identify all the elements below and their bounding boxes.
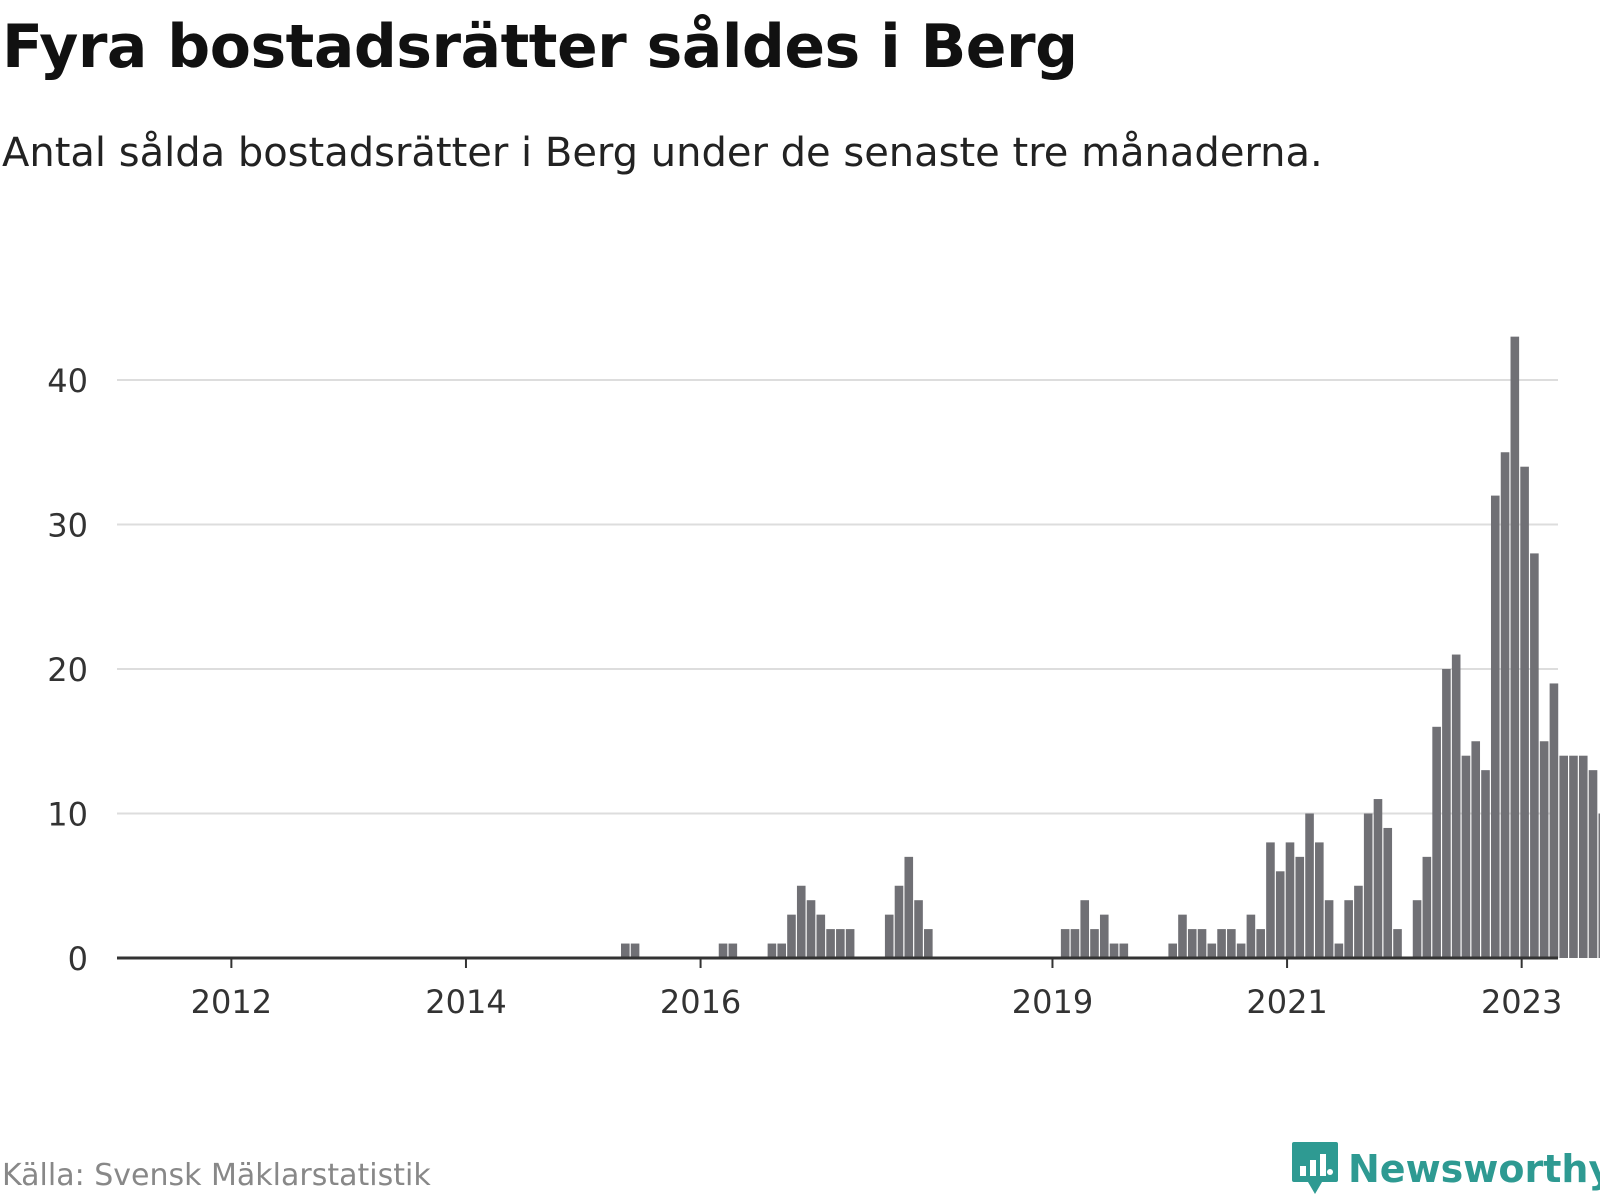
bar <box>1227 929 1236 958</box>
bars <box>621 336 1600 958</box>
bar <box>836 929 845 958</box>
bar <box>845 929 855 958</box>
bar <box>1197 929 1207 958</box>
bar <box>1383 827 1393 958</box>
bar <box>1598 813 1600 958</box>
bar <box>767 943 777 958</box>
y-tick-label: 30 <box>47 507 88 545</box>
bar <box>718 943 728 958</box>
bar <box>1168 943 1177 958</box>
bar <box>621 943 630 958</box>
bar <box>904 856 914 958</box>
bar <box>924 929 933 958</box>
bar <box>806 900 816 958</box>
bar <box>1569 755 1578 958</box>
grid-lines <box>117 379 1558 815</box>
x-tick-label: 2016 <box>660 983 741 1021</box>
y-tick-label: 10 <box>47 796 88 834</box>
bar <box>1266 842 1275 958</box>
bar <box>1442 669 1451 958</box>
bar <box>1060 929 1070 958</box>
bar <box>1363 813 1373 958</box>
bar <box>1549 683 1559 958</box>
bar <box>1344 900 1353 958</box>
bar <box>1256 929 1265 958</box>
bar <box>1422 856 1432 958</box>
bar <box>1285 842 1295 958</box>
bar <box>914 900 923 958</box>
bar <box>1246 914 1256 958</box>
source-note: Källa: Svensk Mäklarstatistik <box>2 1158 431 1193</box>
y-tick-label: 40 <box>47 362 88 400</box>
x-tick-label: 2019 <box>1012 983 1093 1021</box>
bar <box>1178 914 1187 958</box>
bar <box>796 885 806 958</box>
bar <box>1119 943 1129 958</box>
bar <box>1461 755 1471 958</box>
bar <box>1588 770 1598 958</box>
chart-title: Fyra bostadsrätter såldes i Berg <box>2 12 1078 82</box>
bar <box>1090 929 1099 958</box>
bar <box>787 914 796 958</box>
bar <box>1207 943 1217 958</box>
bar <box>1432 726 1441 958</box>
y-tick-label: 20 <box>47 651 88 689</box>
bar <box>1490 495 1500 958</box>
bar <box>1500 452 1510 958</box>
bar <box>1510 336 1520 958</box>
brand-name: Newsworthy <box>1348 1147 1600 1191</box>
bar <box>1070 929 1080 958</box>
bar <box>1520 466 1529 958</box>
x-tick-label: 2014 <box>425 983 506 1021</box>
bar <box>894 885 904 958</box>
bar <box>1217 929 1226 958</box>
bar <box>1080 900 1090 958</box>
bar <box>884 914 894 958</box>
bar <box>1236 943 1246 958</box>
x-tick-label: 2021 <box>1246 983 1327 1021</box>
labels: 0102030404201220142016201920212023 <box>47 362 1562 1021</box>
bar <box>816 914 826 958</box>
bar <box>1530 553 1539 958</box>
brand-logo: Newsworthy <box>1290 1140 1600 1198</box>
axes <box>117 956 1558 968</box>
bar <box>1315 842 1324 958</box>
newsworthy-logo-icon <box>1292 1142 1338 1194</box>
bar <box>1305 813 1314 958</box>
bar <box>1559 755 1568 958</box>
bar <box>1354 885 1363 958</box>
bar <box>1481 770 1490 958</box>
x-tick-label: 2012 <box>191 983 272 1021</box>
bar <box>1471 741 1481 958</box>
bar <box>1412 900 1422 958</box>
bar <box>1393 929 1402 958</box>
bar <box>1187 929 1197 958</box>
chart-subtitle: Antal sålda bostadsrätter i Berg under d… <box>2 130 1323 176</box>
x-tick-label: 2023 <box>1481 983 1562 1021</box>
y-tick-label: 0 <box>68 940 88 978</box>
bar <box>728 943 738 958</box>
bar <box>1324 900 1334 958</box>
bar <box>1578 755 1588 958</box>
bar <box>826 929 835 958</box>
bar <box>1099 914 1109 958</box>
bar <box>1275 871 1285 958</box>
bar <box>1109 943 1119 958</box>
bar <box>777 943 786 958</box>
bar <box>630 943 640 958</box>
bar <box>1539 741 1549 958</box>
bar <box>1451 654 1461 958</box>
bar <box>1373 799 1383 958</box>
bar-chart: 0102030404201220142016201920212023 <box>47 336 1600 1021</box>
bar <box>1295 856 1305 958</box>
bar <box>1334 943 1344 958</box>
